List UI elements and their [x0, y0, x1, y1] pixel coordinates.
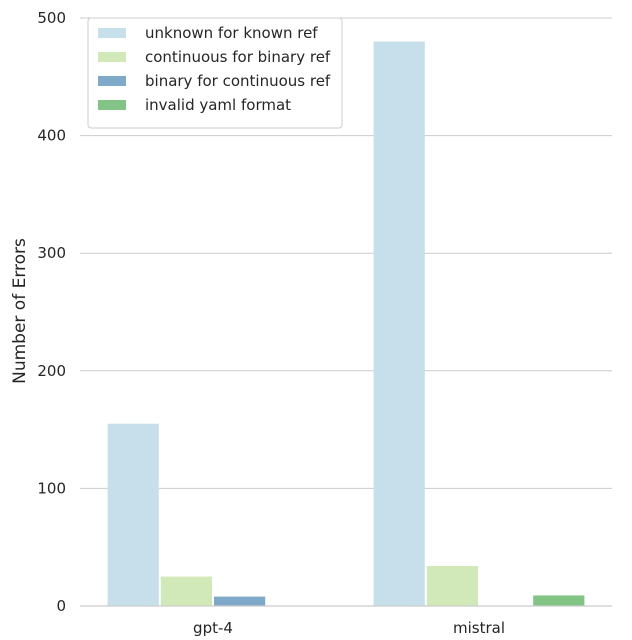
- y-tick-labels: 0 100 200 300 400 500: [37, 9, 66, 615]
- bar-mistral-invalid-yaml-format: [533, 595, 585, 606]
- legend-label: binary for continuous ref: [145, 72, 331, 90]
- x-tick-label: mistral: [453, 619, 505, 637]
- y-tick-label: 200: [37, 362, 66, 380]
- bars: [107, 41, 585, 606]
- legend-label: invalid yaml format: [145, 96, 291, 114]
- legend-swatch: [98, 28, 126, 38]
- legend: unknown for known ref continuous for bina…: [87, 17, 343, 129]
- legend-frame: [87, 17, 343, 129]
- y-tick-label: 100: [37, 479, 66, 497]
- x-tick-labels: gpt-4 mistral: [193, 619, 505, 637]
- bar-gpt-4-binary-for-continuous-ref: [214, 596, 266, 606]
- y-tick-label: 500: [37, 9, 66, 27]
- bar-mistral-continuous-for-binary-ref: [426, 566, 478, 606]
- bar-gpt-4-unknown-for-known-ref: [107, 423, 159, 606]
- y-tick-label: 0: [56, 597, 66, 615]
- legend-swatch: [98, 76, 126, 86]
- y-tick-label: 300: [37, 244, 66, 262]
- x-tick-label: gpt-4: [193, 619, 233, 637]
- y-tick-label: 400: [37, 127, 66, 145]
- legend-label: unknown for known ref: [145, 24, 318, 42]
- bar-gpt-4-continuous-for-binary-ref: [160, 576, 212, 606]
- legend-swatch: [98, 52, 126, 62]
- y-axis-title: Number of Errors: [10, 238, 30, 384]
- bar-mistral-unknown-for-known-ref: [373, 41, 425, 606]
- legend-label: continuous for binary ref: [145, 48, 331, 66]
- legend-swatch: [98, 100, 126, 110]
